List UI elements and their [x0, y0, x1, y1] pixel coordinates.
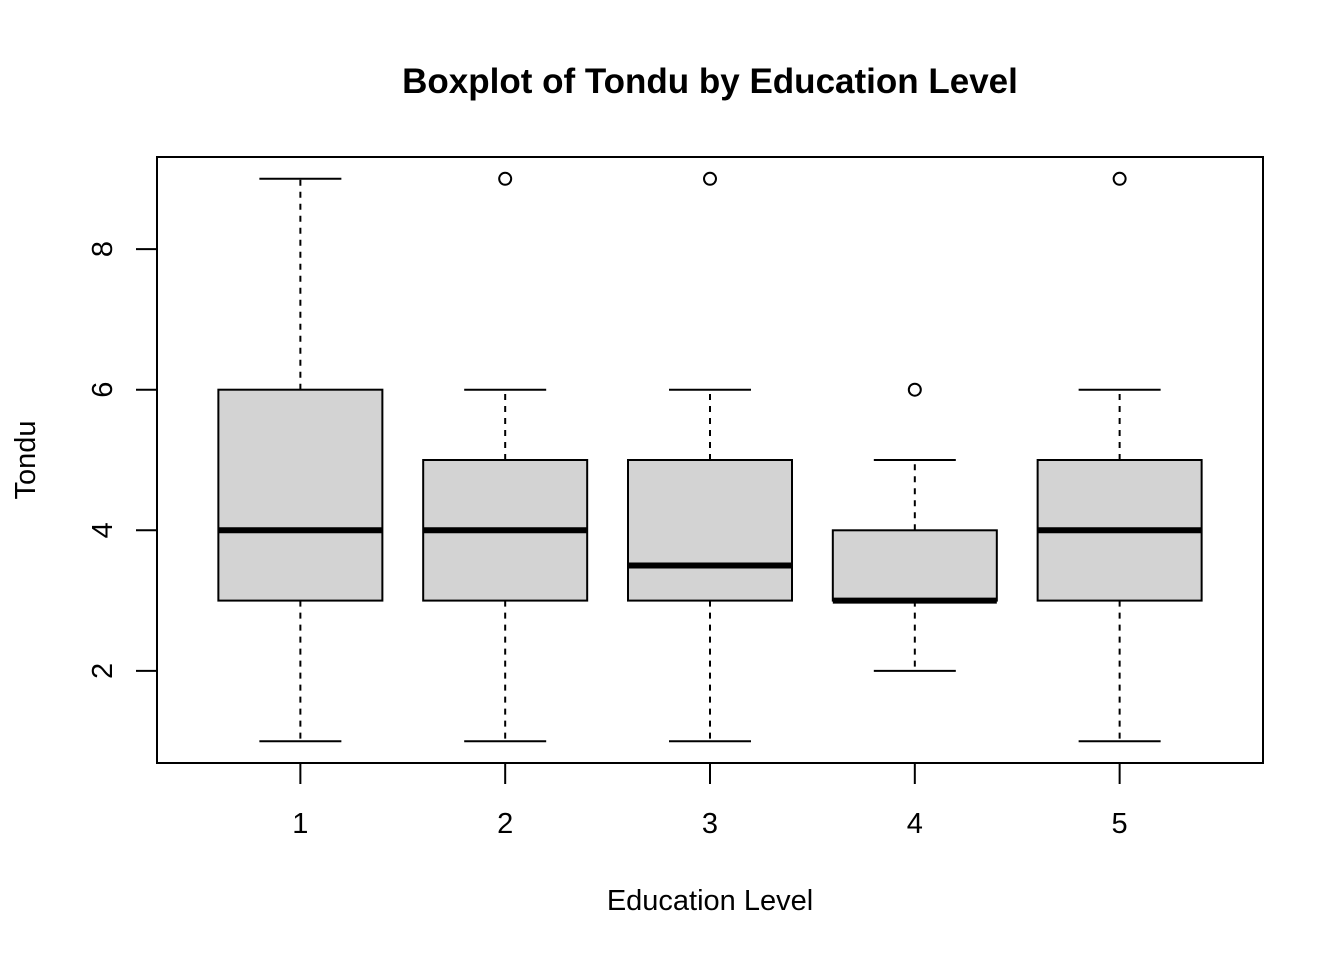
box-group-1 — [217, 177, 384, 743]
iqr-box — [627, 459, 793, 602]
y-tick-label: 4 — [87, 522, 119, 538]
x-tick-label: 1 — [292, 808, 308, 840]
x-axis-label: Education Level — [607, 885, 813, 917]
chart-title: Boxplot of Tondu by Education Level — [402, 62, 1018, 101]
outlier-point — [1112, 171, 1127, 186]
y-axis-label: Tondu — [10, 420, 42, 499]
box-group-4 — [831, 382, 998, 672]
iqr-box — [831, 529, 998, 602]
y-axis: 2 4 6 8 — [87, 241, 157, 679]
x-axis: 1 2 3 4 5 — [292, 763, 1128, 840]
x-tick-label: 5 — [1112, 808, 1128, 840]
y-tick-label: 8 — [87, 241, 119, 257]
y-tick-label: 6 — [87, 382, 119, 398]
x-tick-label: 3 — [702, 808, 718, 840]
outlier-point — [498, 171, 513, 186]
x-tick-label: 4 — [907, 808, 923, 840]
iqr-box — [217, 388, 384, 602]
x-tick-label: 2 — [497, 808, 513, 840]
box-group-5 — [1036, 171, 1203, 743]
boxes-layer — [217, 171, 1203, 743]
box-group-3 — [627, 171, 793, 743]
outlier-point — [703, 171, 717, 186]
outlier-point — [907, 382, 922, 397]
box-group-2 — [422, 171, 589, 743]
y-tick-label: 2 — [87, 663, 119, 679]
